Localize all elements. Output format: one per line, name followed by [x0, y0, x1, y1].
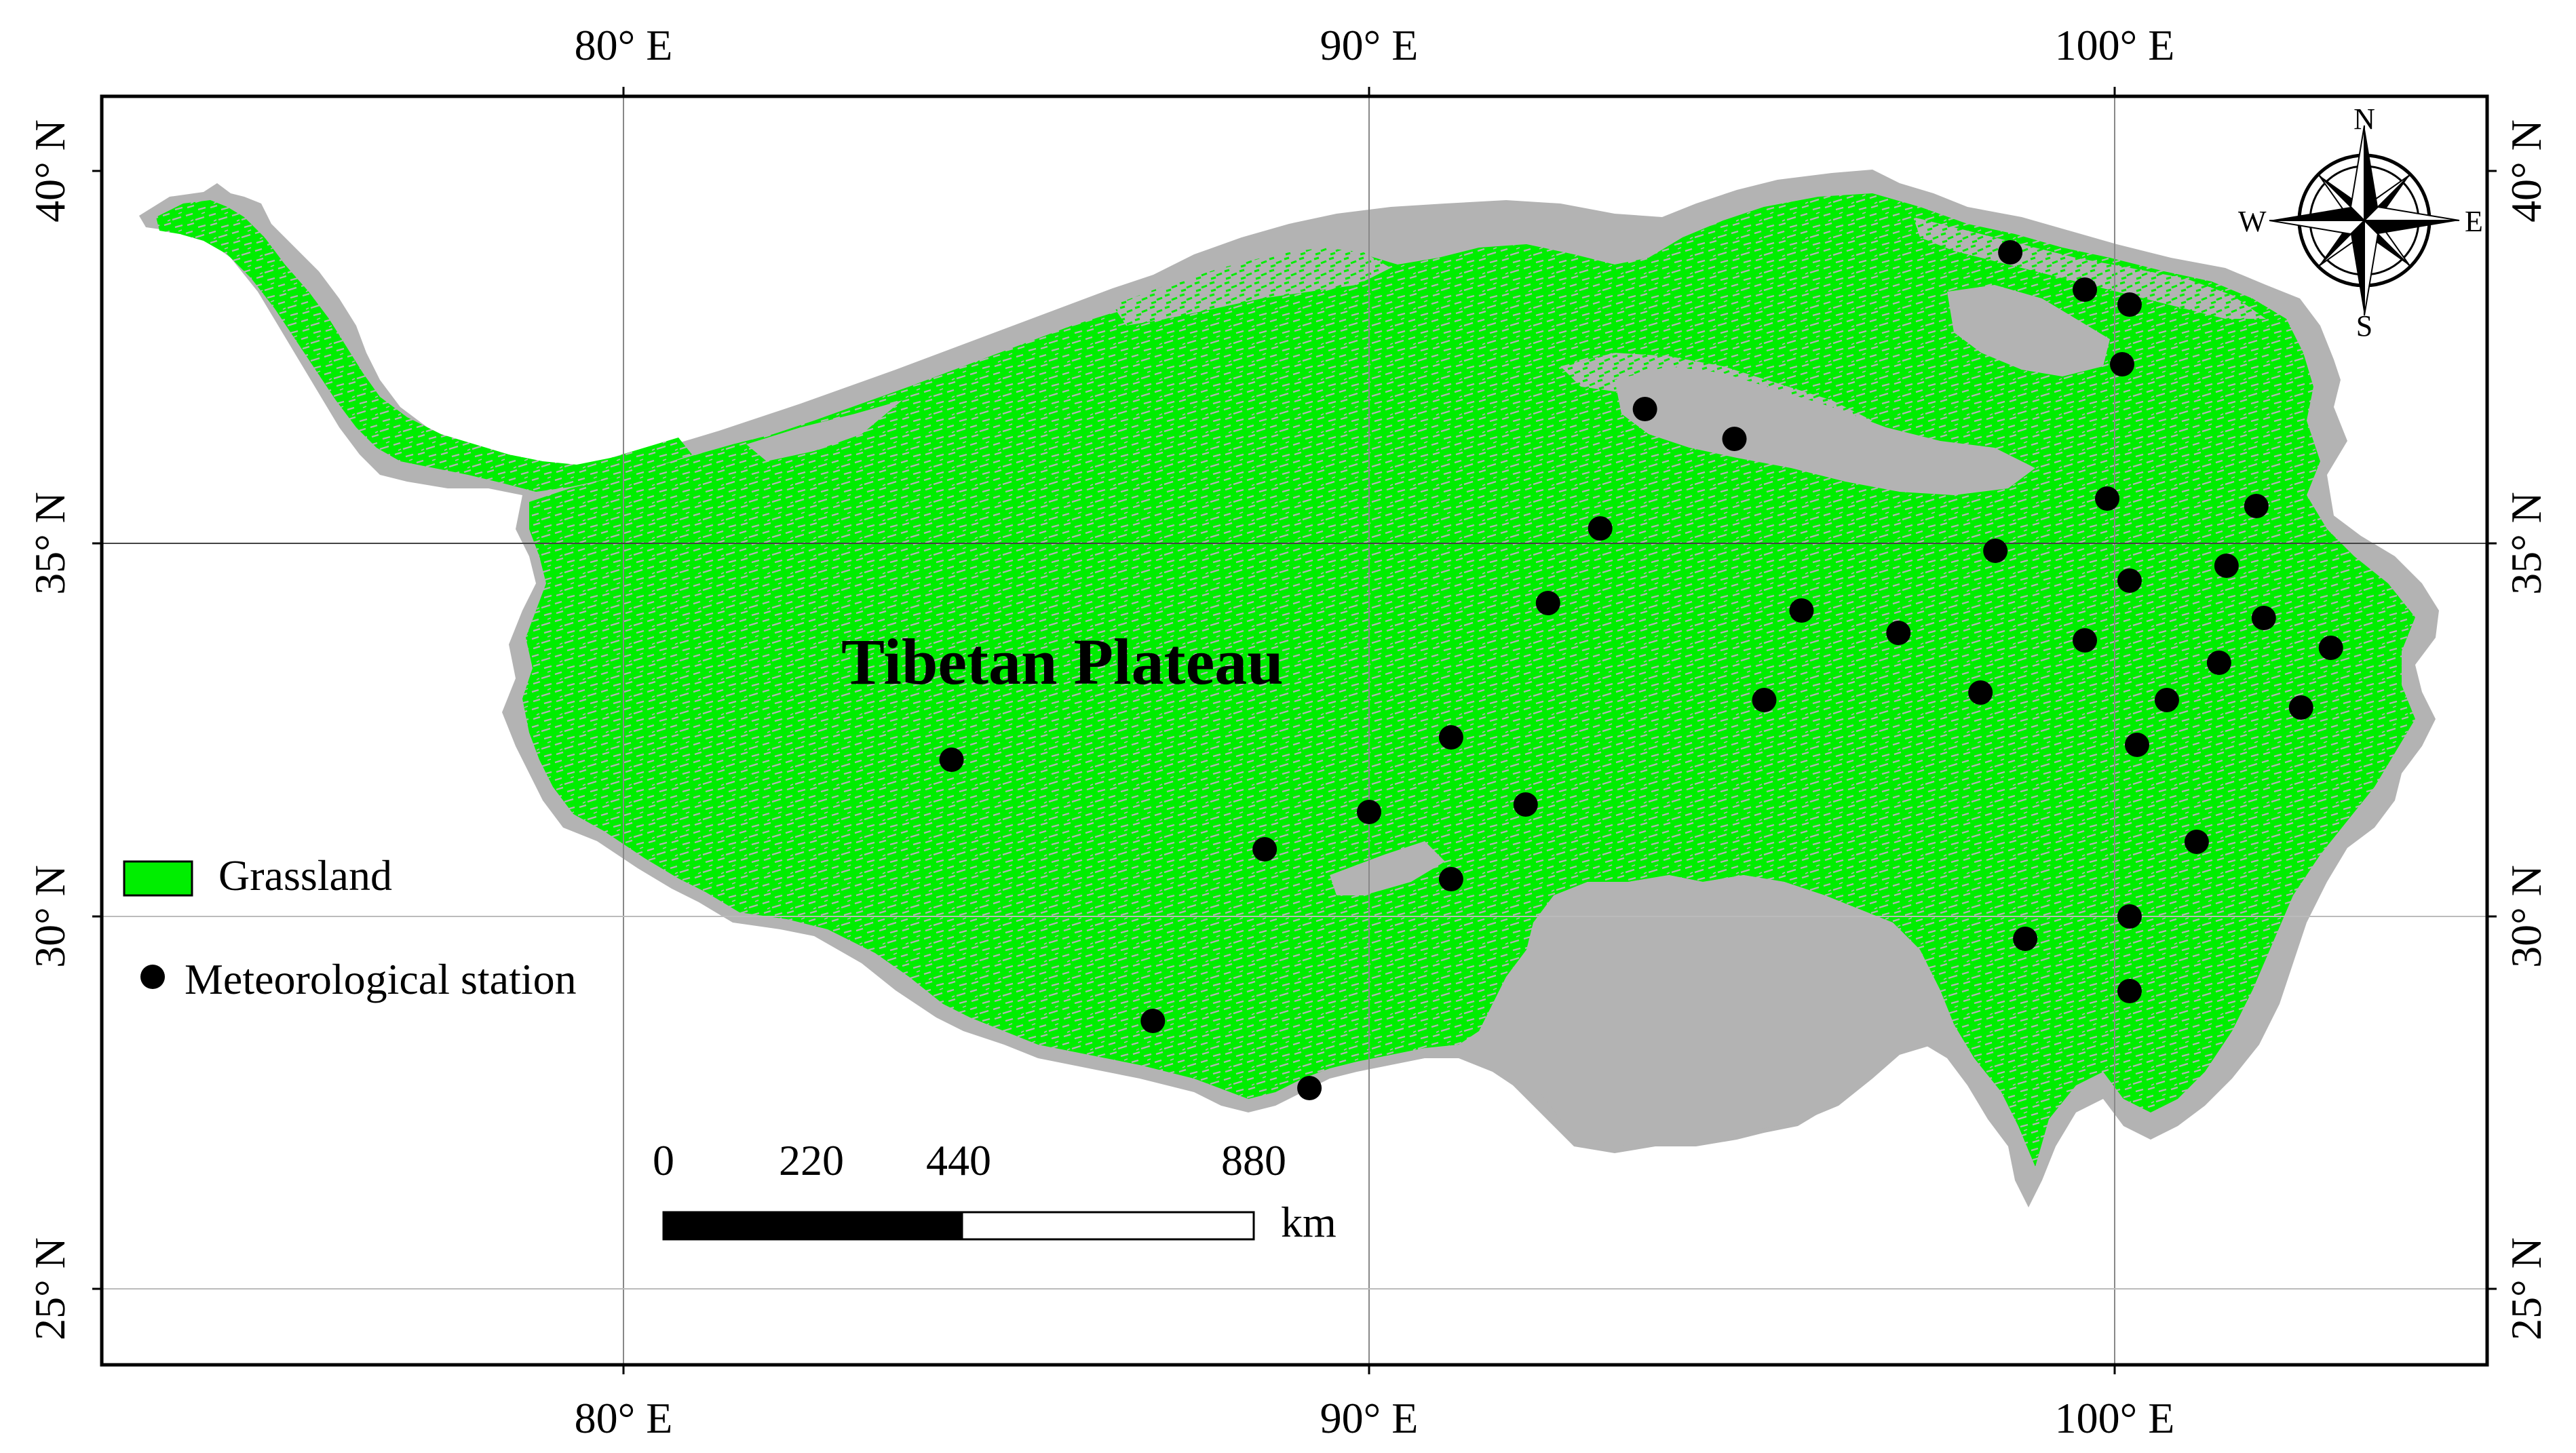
meteorological-station-28: [1357, 800, 1381, 824]
meteorological-station-1: [1998, 240, 2023, 265]
meteorological-station-27: [1513, 792, 1538, 817]
scale-bar-black-segment: [662, 1211, 963, 1241]
lat-label-30n-right: 30° N: [2502, 865, 2550, 968]
lon-label-90e-top: 90° E: [1320, 21, 1419, 69]
lon-label-100e-bottom: 100° E: [2055, 1394, 2175, 1442]
northwest-desert: [746, 400, 902, 461]
longitude-labels-bottom: 80° E 90° E 100° E: [575, 1394, 2175, 1442]
lat-label-40n-right: 40° N: [2502, 119, 2550, 222]
legend-station-marker: [140, 965, 165, 989]
meteorological-station-23: [2288, 695, 2313, 720]
qaidam-basin-east: [1947, 285, 2110, 376]
legend: Grassland Meteorological station: [123, 851, 577, 1003]
meteorological-station-35: [1140, 1009, 1166, 1033]
meteorological-station-22: [2154, 688, 2179, 712]
graticule: [102, 96, 2487, 1365]
meteorological-station-6: [1722, 427, 1747, 451]
meteorological-station-7: [2095, 486, 2120, 511]
meteorological-station-17: [2073, 628, 2098, 653]
meteorological-station-33: [2013, 927, 2038, 951]
longitude-labels-top: 80° E 90° E 100° E: [575, 21, 2175, 69]
meteorological-station-36: [1297, 1076, 1322, 1100]
region-title: Tibetan Plateau: [841, 625, 1284, 698]
meteorological-station-10: [1983, 539, 2008, 563]
scale-tick-440: 440: [926, 1136, 991, 1184]
grassland-north-fragments: [1113, 248, 1391, 326]
compass-s-label: S: [2356, 309, 2372, 343]
meteorological-station-26: [939, 748, 964, 772]
meteorological-station-8: [2244, 494, 2269, 518]
meteorological-station-3: [2117, 292, 2142, 317]
meteorological-station-24: [1438, 725, 1463, 750]
meteorological-station-30: [2184, 830, 2209, 854]
map-frame: [100, 94, 2489, 1367]
grassland-west-arm: [156, 200, 692, 492]
lon-label-100e-top: 100° E: [2055, 21, 2175, 69]
lat-label-25n-left: 25° N: [26, 1237, 74, 1340]
scale-bar-white-segment: [961, 1211, 1255, 1241]
lat-label-35n-right: 35° N: [2502, 492, 2550, 595]
scale-tick-880: 880: [1221, 1136, 1286, 1184]
compass-rose-icon: N S E W: [2238, 102, 2483, 343]
meteorological-station-4: [2109, 352, 2134, 376]
meteorological-station-19: [2206, 651, 2231, 675]
meteorological-station-15: [2251, 606, 2276, 630]
lon-label-80e-bottom: 80° E: [575, 1394, 673, 1442]
legend-grassland-swatch: [123, 860, 193, 897]
southern-lake-strip: [1330, 841, 1445, 895]
frame-ticks: [92, 87, 2497, 1374]
scale-unit: km: [1281, 1198, 1337, 1246]
lon-label-90e-bottom: 90° E: [1320, 1394, 1419, 1442]
meteorological-station-32: [2117, 904, 2142, 929]
compass-n-label: N: [2353, 102, 2375, 136]
meteorological-station-31: [1438, 867, 1463, 891]
meteorological-station-18: [2318, 636, 2343, 660]
lat-label-25n-right: 25° N: [2502, 1237, 2550, 1340]
grassland-main: [522, 193, 2415, 1167]
legend-grassland-label: Grassland: [218, 851, 392, 899]
scale-tick-220: 220: [779, 1136, 844, 1184]
meteorological-station-16: [1886, 621, 1911, 645]
lat-label-35n-left: 35° N: [26, 492, 74, 595]
meteorological-station-13: [1535, 591, 1560, 615]
meteorological-station-12: [2117, 568, 2142, 593]
meteorological-station-29: [1252, 837, 1277, 861]
grassland-northeast-strip: [1913, 217, 2266, 319]
meteorological-station-25: [2124, 733, 2149, 757]
southeast-lowland: [1499, 875, 1954, 1146]
meteorological-station-20: [1968, 680, 1993, 705]
compass-w-label: W: [2238, 205, 2267, 238]
meteorological-station-11: [2214, 554, 2239, 578]
meteorological-station-5: [1632, 397, 1657, 421]
meteorological-station-34: [2117, 979, 2142, 1003]
qaidam-basin: [1615, 366, 2035, 495]
scale-tick-0: 0: [653, 1136, 674, 1184]
lat-label-30n-left: 30° N: [26, 865, 74, 968]
meteorological-station-14: [1789, 598, 1814, 623]
latitude-labels-left: 40° N 35° N 30° N 25° N: [26, 119, 74, 1340]
lon-label-80e-top: 80° E: [575, 21, 673, 69]
meteorological-station-2: [2073, 277, 2098, 302]
station-layer: [939, 240, 2343, 1100]
meteorological-station-21: [1752, 688, 1777, 712]
meteorological-station-9: [1588, 516, 1613, 541]
compass-e-label: E: [2465, 205, 2483, 238]
legend-station-label: Meteorological station: [185, 955, 577, 1003]
latitude-labels-right: 40° N 35° N 30° N 25° N: [2502, 119, 2550, 1340]
scale-bar: 0 220 440 880 km: [653, 1136, 1337, 1246]
lat-label-40n-left: 40° N: [26, 119, 74, 222]
